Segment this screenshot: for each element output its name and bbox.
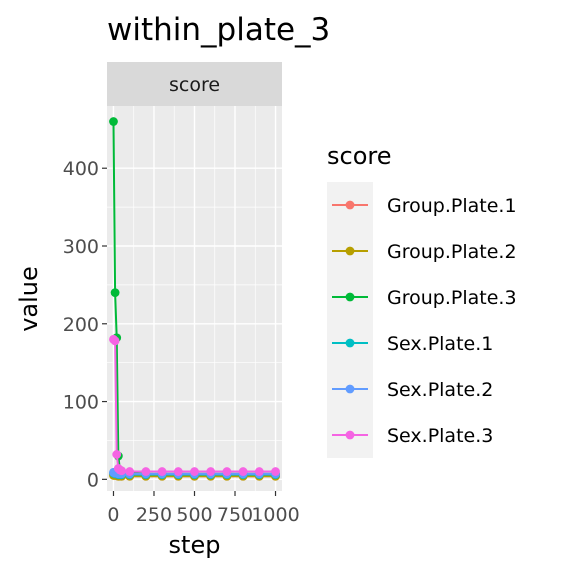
y-tick-label: 100 bbox=[63, 392, 99, 414]
data-point bbox=[173, 467, 183, 476]
grid-lines bbox=[107, 106, 282, 491]
data-point bbox=[222, 467, 232, 476]
legend-key-point bbox=[345, 338, 355, 348]
data-point bbox=[206, 467, 216, 476]
data-point bbox=[110, 336, 120, 346]
y-tick-label: 300 bbox=[63, 236, 99, 258]
legend-item: Group.Plate.2 bbox=[332, 241, 517, 263]
legend-key-point bbox=[345, 292, 355, 302]
y-tick-label: 200 bbox=[63, 314, 99, 336]
legend-item: Sex.Plate.1 bbox=[332, 333, 493, 355]
legend-label: Sex.Plate.2 bbox=[387, 379, 493, 401]
legend-item: Sex.Plate.2 bbox=[332, 379, 493, 401]
legend-title: score bbox=[327, 142, 392, 170]
data-point bbox=[112, 450, 122, 459]
data-point bbox=[125, 467, 135, 476]
data-point bbox=[238, 467, 248, 476]
data-point bbox=[109, 117, 118, 126]
series-line bbox=[112, 338, 276, 473]
legend: Group.Plate.1 Group.Plate.2 Group.Plate.3 S… bbox=[327, 182, 517, 458]
legend-label: Group.Plate.3 bbox=[387, 287, 517, 309]
facet-strip-label: score bbox=[169, 74, 220, 96]
data-point bbox=[110, 288, 120, 298]
facet-strip bbox=[107, 62, 282, 106]
x-tick-label: 250 bbox=[136, 504, 172, 526]
legend-label: Sex.Plate.3 bbox=[387, 425, 493, 447]
legend-label: Group.Plate.1 bbox=[387, 195, 517, 217]
legend-key-background bbox=[327, 182, 373, 458]
legend-item: Sex.Plate.3 bbox=[332, 425, 493, 447]
x-tick-label: 1000 bbox=[251, 504, 299, 526]
legend-key-point bbox=[345, 200, 355, 210]
legend-label: Sex.Plate.1 bbox=[387, 333, 493, 355]
data-point bbox=[117, 466, 126, 476]
x-axis-title: step bbox=[169, 531, 221, 559]
y-tick-label: 400 bbox=[63, 158, 99, 180]
data-point bbox=[271, 467, 280, 476]
legend-key-point bbox=[345, 384, 355, 394]
data-point bbox=[254, 467, 264, 476]
x-tick-label: 750 bbox=[217, 504, 253, 526]
y-tick-label: 0 bbox=[87, 469, 99, 491]
series-Sex.Plate.3 bbox=[109, 334, 280, 476]
series-layer bbox=[109, 117, 280, 481]
legend-item: Group.Plate.3 bbox=[332, 287, 517, 309]
legend-key-point bbox=[345, 246, 355, 256]
y-axis-title: value bbox=[15, 266, 43, 332]
legend-label: Group.Plate.2 bbox=[387, 241, 517, 263]
data-point bbox=[141, 467, 151, 476]
chart-title: within_plate_3 bbox=[107, 12, 330, 48]
x-tick-label: 500 bbox=[176, 504, 212, 526]
data-point bbox=[190, 467, 199, 476]
legend-item: Group.Plate.1 bbox=[332, 195, 517, 217]
data-point bbox=[157, 467, 167, 476]
x-tick-label: 0 bbox=[107, 504, 119, 526]
legend-key-point bbox=[345, 430, 355, 440]
